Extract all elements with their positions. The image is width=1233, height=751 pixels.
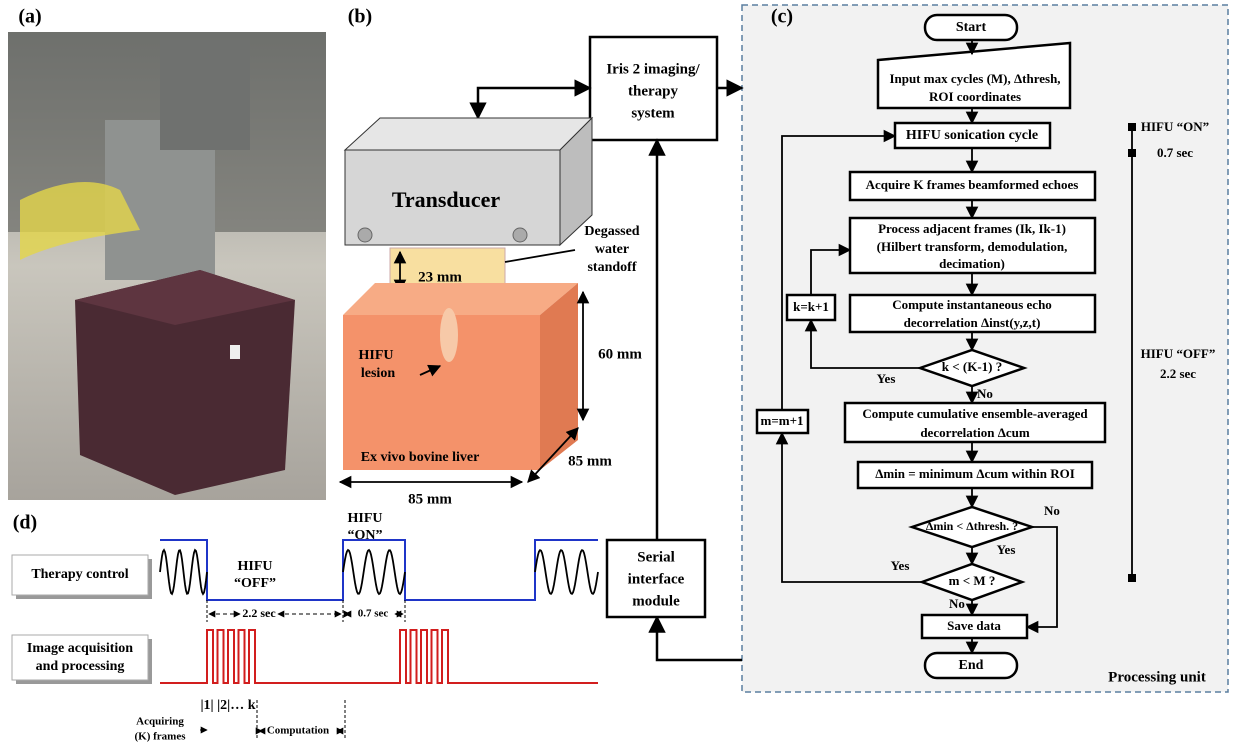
label: ROI coordinates: [929, 89, 1021, 104]
label: decimation): [939, 256, 1005, 271]
figure: (a) (b) (c) (d) Iris 2 imaging/therapy system…: [0, 0, 1233, 751]
label: Compute instantaneous echo: [892, 297, 1052, 312]
label: Ex vivo bovine liver: [361, 450, 480, 465]
label: 85 mm: [408, 491, 452, 507]
label: k < (K-1) ?: [942, 359, 1003, 374]
label: HIFU “OFF”: [1141, 346, 1216, 361]
label: 0.7 sec: [1157, 145, 1193, 160]
label: (K) frames: [134, 731, 186, 743]
label: Process adjacent frames (Ik, Ik-1): [878, 221, 1066, 236]
label: decorrelation Δcum: [920, 425, 1030, 440]
label: HIFU: [359, 348, 394, 363]
label: Save data: [947, 618, 1001, 633]
label: Transducer: [392, 187, 501, 212]
label: |1| |2|… k: [200, 698, 255, 713]
label: Compute cumulative ensemble-averaged: [862, 406, 1088, 421]
label: Yes: [997, 542, 1016, 557]
panel-label: (b): [348, 6, 372, 28]
label: 60 mm: [598, 346, 642, 362]
label: No: [949, 596, 965, 611]
label: Acquiring: [136, 716, 184, 728]
label: End: [959, 658, 984, 673]
label: Processing unit: [1108, 669, 1206, 685]
label: lesion: [361, 366, 395, 381]
label: m < M ?: [949, 573, 996, 588]
label: 2.2 sec: [1160, 366, 1196, 381]
label: module: [632, 593, 680, 609]
label: 85 mm: [568, 453, 612, 469]
label: Serial: [637, 549, 675, 565]
label: Start: [956, 20, 987, 35]
label: interface: [628, 571, 685, 587]
label: HIFU sonication cycle: [906, 128, 1038, 143]
label: HIFU: [348, 511, 383, 526]
label: Yes: [877, 371, 896, 386]
label: therapy: [628, 83, 678, 99]
label: (Hilbert transform, demodulation,: [877, 239, 1068, 254]
label: Computation: [267, 725, 329, 737]
label: Δmin < Δthresh. ?: [926, 519, 1018, 533]
label: 0.7 sec: [358, 608, 389, 620]
photo: [8, 32, 326, 500]
label: m=m+1: [761, 413, 804, 428]
label: and processing: [36, 659, 125, 674]
label: “OFF”: [234, 576, 276, 591]
label: Acquire K frames beamformed echoes: [866, 177, 1079, 192]
label: “ON”: [348, 528, 383, 543]
label: Δmin = minimum Δcum within ROI: [875, 466, 1075, 481]
label: Input max cycles (M), Δthresh,: [889, 71, 1060, 86]
panel-label: (c): [771, 6, 793, 28]
label: No: [1044, 503, 1060, 518]
label: system: [631, 105, 675, 121]
label: Iris 2 imaging/: [606, 61, 700, 77]
label: Therapy control: [31, 567, 128, 582]
setup: [340, 37, 742, 660]
label: Image acquisition: [27, 641, 133, 656]
label: Yes: [891, 558, 910, 573]
label: 23 mm: [418, 269, 462, 285]
label: HIFU: [238, 559, 273, 574]
label: standoff: [587, 260, 636, 275]
panel-label: (a): [18, 6, 41, 28]
label: decorrelation Δinst(y,z,t): [904, 315, 1041, 330]
label: water: [595, 242, 629, 257]
label: 2.2 sec: [242, 606, 276, 620]
label: HIFU “ON”: [1141, 119, 1209, 134]
label: No: [977, 386, 993, 401]
label: k=k+1: [793, 299, 829, 314]
panel-label: (d): [13, 512, 37, 534]
label: Degassed: [584, 224, 639, 239]
